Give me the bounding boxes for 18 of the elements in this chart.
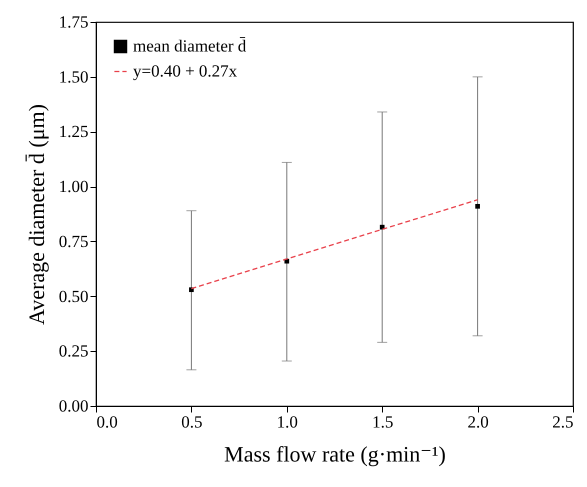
y-tick-label: 0.75 <box>58 232 88 251</box>
y-tick-label: 1.75 <box>58 12 88 32</box>
y-tick-label: 1.25 <box>58 122 88 142</box>
y-tick-label: 1.50 <box>58 67 88 86</box>
legend-label: mean diameter d̄ <box>133 36 247 56</box>
x-tick-label: 0.0 <box>96 412 118 432</box>
y-axis-title: Average diameter d̄ (μm) <box>24 104 49 325</box>
legend-label: y=0.40 + 0.27x <box>133 62 238 80</box>
x-tick-label: 1.0 <box>276 412 298 432</box>
y-tick-label: 0.00 <box>58 396 88 416</box>
x-tick-label: 1.5 <box>372 412 394 432</box>
x-tick-label: 0.5 <box>181 412 203 432</box>
y-tick-label: 1.00 <box>58 177 88 196</box>
x-tick-label: 2.0 <box>467 412 489 432</box>
y-tick-label: 0.25 <box>58 342 88 361</box>
y-tick-label: 0.50 <box>58 286 88 306</box>
x-tick-label: 2.5 <box>552 412 574 432</box>
x-axis-title: Mass flow rate (g·min⁻¹) <box>224 442 446 466</box>
